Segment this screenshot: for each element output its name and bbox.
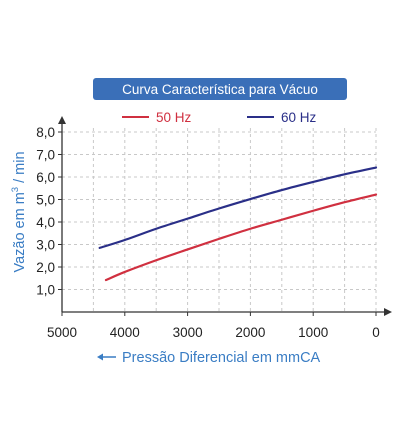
series-line-60hz <box>98 166 378 249</box>
x-axis-label: Pressão Diferencial em mmCA <box>122 350 321 366</box>
x-tick-label: 1000 <box>298 325 328 340</box>
y-tick-label: 4,0 <box>36 215 55 230</box>
chart-title-banner <box>93 78 347 100</box>
x-tick-label: 2000 <box>235 325 265 340</box>
x-axis-arrow-icon <box>384 308 392 316</box>
x-tick-label: 5000 <box>47 325 77 340</box>
y-tick-label: 2,0 <box>36 260 55 275</box>
series-layer <box>98 166 378 282</box>
y-tick-label: 6,0 <box>36 170 55 185</box>
y-tick-label: 5,0 <box>36 193 55 208</box>
y-axis-label-main: Vazão em m <box>12 192 28 272</box>
y-axis-label-superscript: 3 <box>10 187 21 192</box>
x-axis-label-group: Pressão Diferencial em mmCA <box>97 350 321 366</box>
axis-layer <box>58 116 392 316</box>
y-tick-label: 3,0 <box>36 238 55 253</box>
left-arrow-head-icon <box>97 353 103 361</box>
x-tick-label: 3000 <box>173 325 203 340</box>
x-tick-label: 4000 <box>110 325 140 340</box>
legend-label-50hz: 50 Hz <box>156 110 192 125</box>
series-line-50hz <box>104 193 378 282</box>
tick-layer: 1,0 2,0 3,0 4,0 5,0 6,0 7,0 8,0 5000 4000 3000 2000… <box>36 125 380 340</box>
y-tick-label: 8,0 <box>36 125 55 140</box>
y-tick-label: 7,0 <box>36 148 55 163</box>
chart-title: Curva Característica para Vácuo <box>122 82 318 97</box>
y-tick-label: 1,0 <box>36 283 55 298</box>
y-axis-label-tail: / min <box>12 151 28 186</box>
x-tick-label: 0 <box>372 325 380 340</box>
y-axis-label: Vazão em m3 / min <box>10 151 28 272</box>
y-axis-arrow-icon <box>58 116 66 124</box>
grid-layer <box>62 128 377 312</box>
legend-label-60hz: 60 Hz <box>281 110 317 125</box>
